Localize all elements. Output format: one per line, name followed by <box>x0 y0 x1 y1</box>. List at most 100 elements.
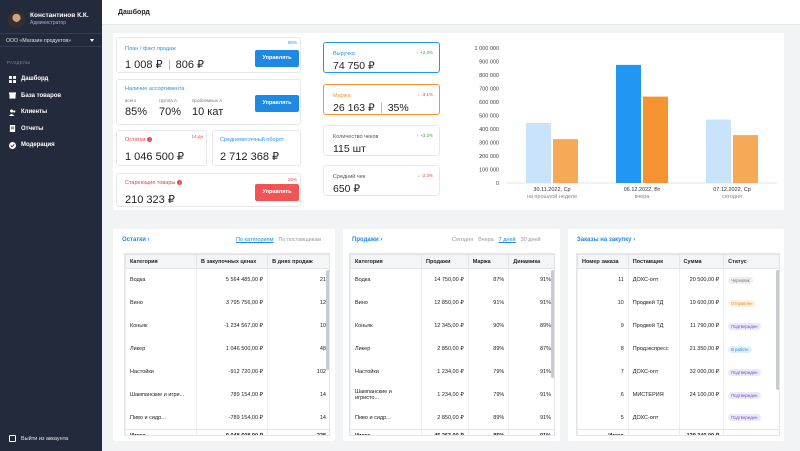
x-tick-label: 07.12.2022, Ср <box>713 187 751 193</box>
tab-yesterday[interactable]: Вчера <box>478 237 494 243</box>
scrollbar[interactable] <box>776 270 779 390</box>
chart-bar <box>553 139 578 183</box>
table-row[interactable]: Вино 12 850,00 ₽91% 91% <box>350 291 554 315</box>
metric-delta: ↑ +3,2% <box>416 133 433 138</box>
metric-card-margin[interactable]: Маржа ↓ -3,1% 26 163 ₽35% <box>323 84 440 115</box>
sidebar-item-clients[interactable]: Клиенты <box>0 104 102 121</box>
table-cell: 87% <box>508 337 554 361</box>
tab-today[interactable]: Сегодня <box>452 237 474 243</box>
table-row[interactable]: 5 ДОХС-опт Подтвержден <box>577 406 779 430</box>
metric-card-checks[interactable]: Количество чеков ↑ +3,2% 115 шт <box>323 125 440 156</box>
sales-bar-chart: 0 100 000 200 000 300 000 400 000 500 000 600 … <box>475 46 777 200</box>
metric-card-avg-check[interactable]: Средний чек ↓ -2,3% 650 ₽ <box>323 165 440 196</box>
table-cell: МИСТЕРИЯ <box>627 383 680 407</box>
table-row[interactable]: 9 Продвей ТД 11 790,00 ₽ Подтвержден <box>577 314 779 338</box>
table-cell: 8 <box>577 337 629 361</box>
column-header[interactable]: Продажи <box>421 254 469 269</box>
turnover-value: 2 712 368 ₽ <box>220 151 279 163</box>
table-cell: 789 154,00 ₽ <box>196 383 269 407</box>
column-header[interactable]: Маржа <box>467 254 510 269</box>
table-cell: 1 234,00 ₽ <box>421 360 469 384</box>
total-cell: 129 340,00 ₽ <box>678 429 725 435</box>
table-row[interactable]: 10 Продвей ТД 19 600,00 ₽ Отправлен <box>577 291 779 315</box>
metric-card-revenue[interactable]: Выручка ↑ +2,3% 74 750 ₽ <box>323 42 440 73</box>
column-header[interactable]: Статус <box>723 254 779 269</box>
sales-table-title[interactable]: Продажи › <box>352 237 383 243</box>
metric-value: 650 ₽ <box>333 183 361 195</box>
sidebar-item-products[interactable]: База товаров <box>0 88 102 105</box>
chevron-down-icon <box>90 39 94 42</box>
assortment-manage-button[interactable]: Управлять <box>255 95 299 112</box>
table-row[interactable]: Водка 5 564 485,00 ₽21 <box>125 268 329 292</box>
table-row[interactable]: Пиво и сидр... 2 850,00 ₽89% 91% <box>350 406 554 430</box>
table-row[interactable]: Настойки 1 234,00 ₽79% 91% <box>350 360 554 384</box>
table-cell: 20 500,00 ₽ <box>678 268 725 292</box>
status-badge: Подтвержден <box>728 322 761 330</box>
table-cell: 79% <box>467 360 510 384</box>
table-row[interactable]: Вино 3 795 756,00 ₽12 <box>125 291 329 315</box>
column-header[interactable]: В днях продаж <box>267 254 329 269</box>
chart-bar <box>526 122 551 183</box>
stock-table-title[interactable]: Остатки › <box>122 237 150 243</box>
tab-by-supplier[interactable]: По поставщикам <box>278 237 322 243</box>
table-row[interactable]: 7 ДОХС-опт 32 000,00 ₽ Подтвержден <box>577 360 779 384</box>
table-cell: 89% <box>508 314 554 338</box>
scrollbar[interactable] <box>551 270 554 378</box>
table-cell: 87% <box>467 268 510 292</box>
total-cell: Итого <box>577 429 629 435</box>
table-row[interactable]: 6 МИСТЕРИЯ 24 100,00 ₽ Подтвержден <box>577 383 779 407</box>
sidebar-item-reports[interactable]: Отчеты <box>0 121 102 138</box>
column-header[interactable]: Поставщик <box>627 254 680 269</box>
logout-button[interactable]: Выйти из аккаунта <box>9 435 68 442</box>
tab-7-days[interactable]: 7 дней <box>498 237 516 243</box>
table-row[interactable]: Ликер 2 850,00 ₽89% 87% <box>350 337 554 361</box>
table-row[interactable]: Водка 14 750,00 ₽87% 91% <box>350 268 554 292</box>
chart-bar <box>706 119 731 183</box>
assortment-problem-value: 10 кат <box>192 106 224 118</box>
table-cell: Шампанские и игристо... <box>350 383 423 407</box>
metric-delta: ↑ +2,3% <box>416 50 433 55</box>
table-row[interactable]: Коньяк -1 234 567,00 ₽10 <box>125 314 329 338</box>
table-row[interactable]: Настойки -912 720,00 ₽102 <box>125 360 329 384</box>
table-row[interactable]: 11 ДОХС-опт 20 500,00 ₽ Черновик <box>577 268 779 292</box>
tab-by-category[interactable]: По категориям <box>236 237 274 243</box>
status-cell: Отправлен <box>723 291 779 315</box>
table-cell: ДОХС-опт <box>627 406 680 430</box>
page-title: Дашборд <box>118 9 150 16</box>
tab-30-days[interactable]: 30 дней <box>520 237 541 243</box>
table-row[interactable]: Шампанские и игристо... 1 234,00 ₽79% 91% <box>350 383 554 407</box>
table-cell: 89% <box>467 406 510 430</box>
plan-manage-button[interactable]: Управлять <box>255 50 299 67</box>
metric-label: Количество чеков <box>333 134 379 140</box>
table-cell: 91% <box>508 268 554 292</box>
user-block[interactable]: Константинов К.К. Администратор <box>0 0 102 30</box>
plan-fact-values: 1 008 ₽ 806 ₽ <box>125 58 204 71</box>
y-tick-label: 500 000 <box>479 114 499 120</box>
column-header[interactable]: Динамика <box>508 254 554 269</box>
table-row[interactable]: Коньяк 12 345,00 ₽90% 89% <box>350 314 554 338</box>
table-cell: 5 <box>577 406 629 430</box>
logout-label: Выйти из аккаунта <box>21 435 69 442</box>
y-tick-label: 600 000 <box>479 100 499 106</box>
orders-table-title[interactable]: Заказы на закупку › <box>577 237 636 243</box>
column-header[interactable]: Сумма <box>678 254 725 269</box>
table-row[interactable]: Ликер 1 046 500,00 ₽48 <box>125 337 329 361</box>
table-cell: Настойки <box>350 360 423 384</box>
shop-selector[interactable]: ООО «Магазин продуктов» <box>0 33 102 47</box>
table-row[interactable]: Шампанские и игри... 789 154,00 ₽14 <box>125 383 329 407</box>
status-cell: Подтвержден <box>723 360 779 384</box>
column-header[interactable]: В закупочных ценах <box>196 254 269 269</box>
column-header[interactable]: Категория <box>350 254 423 269</box>
plan-percent: 80% <box>287 40 297 45</box>
table-cell: Ликер <box>350 337 423 361</box>
table-cell: 79% <box>467 383 510 407</box>
scrollbar[interactable] <box>326 270 329 370</box>
sidebar-item-moderation[interactable]: Модерация <box>0 137 102 154</box>
table-row[interactable]: Пиво и сидр... -789 154,00 ₽14 <box>125 406 329 430</box>
table-row[interactable]: 8 Продэкспресс 21 350,00 ₽ В работе <box>577 337 779 361</box>
sidebar-item-dashboard[interactable]: Дашборд <box>0 71 102 88</box>
column-header[interactable]: Категория <box>125 254 198 269</box>
table-cell: 91% <box>508 406 554 430</box>
aging-manage-button[interactable]: Управлять <box>255 184 299 201</box>
column-header[interactable]: Номер заказа <box>577 254 629 269</box>
